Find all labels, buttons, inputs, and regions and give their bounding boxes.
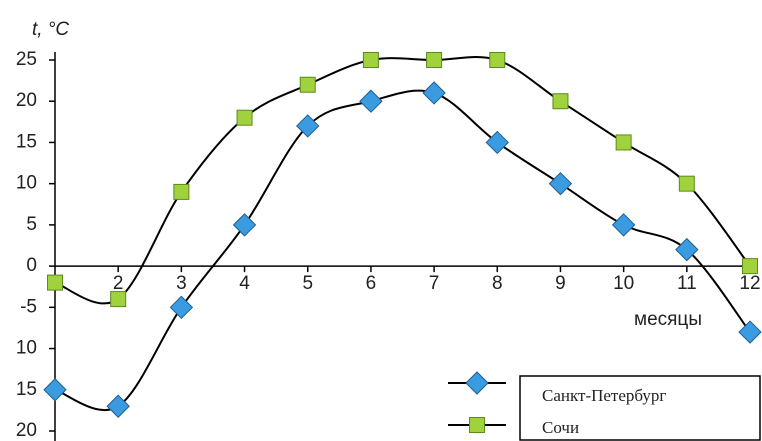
x-tick-label: 4 xyxy=(239,273,250,294)
x-tick-label: 8 xyxy=(492,273,503,294)
data-point xyxy=(489,52,506,68)
y-tick-label: 0 xyxy=(26,255,37,276)
data-point xyxy=(173,183,190,200)
data-point xyxy=(738,320,762,344)
x-tick-label: 10 xyxy=(613,273,634,294)
x-tick-label: 6 xyxy=(366,273,377,294)
data-point xyxy=(485,130,509,155)
x-tick-label: 5 xyxy=(302,273,313,294)
y-tick-label: 5 xyxy=(26,214,37,235)
x-tick-label: 2 xyxy=(113,273,124,294)
y-tick-label: 20 xyxy=(16,90,37,111)
data-point xyxy=(422,81,446,105)
y-tick-label: 10 xyxy=(16,338,37,359)
y-tick-label: -5 xyxy=(20,296,37,317)
series-line xyxy=(54,55,751,305)
data-point xyxy=(169,295,194,320)
data-point xyxy=(611,213,636,237)
data-point xyxy=(548,171,573,196)
y-axis-label: t, °C xyxy=(32,19,69,40)
y-tick-label: 15 xyxy=(16,379,37,400)
data-point xyxy=(615,134,632,151)
x-tick-label: 3 xyxy=(176,273,187,294)
data-point xyxy=(675,237,699,262)
y-tick-label: 25 xyxy=(16,49,37,70)
data-point xyxy=(678,175,695,192)
legend-marker xyxy=(465,371,489,395)
y-tick-label: 10 xyxy=(16,173,37,194)
data-point xyxy=(43,378,67,402)
legend-label: Санкт-Петербург xyxy=(542,386,666,405)
x-tick-label: 9 xyxy=(555,273,566,294)
data-point xyxy=(296,114,320,138)
data-point xyxy=(362,52,379,68)
legend-box xyxy=(519,375,761,441)
x-axis-label: месяцы xyxy=(634,309,702,330)
data-point xyxy=(359,89,383,113)
data-point xyxy=(426,52,443,68)
data-point xyxy=(232,213,257,237)
x-tick-label: 7 xyxy=(429,273,440,294)
legend-marker xyxy=(469,417,485,433)
x-tick-label: 11 xyxy=(677,273,697,294)
data-point xyxy=(236,109,253,126)
data-point xyxy=(106,394,130,418)
x-tick-label: 12 xyxy=(739,273,760,294)
data-point xyxy=(110,291,127,308)
data-point xyxy=(299,76,316,93)
series-line xyxy=(54,89,751,412)
y-tick-label: 15 xyxy=(16,131,37,152)
data-point xyxy=(742,258,758,275)
data-point xyxy=(47,274,63,291)
data-point xyxy=(552,93,569,110)
legend-label: Сочи xyxy=(542,418,579,437)
y-tick-label: 20 xyxy=(16,420,37,441)
